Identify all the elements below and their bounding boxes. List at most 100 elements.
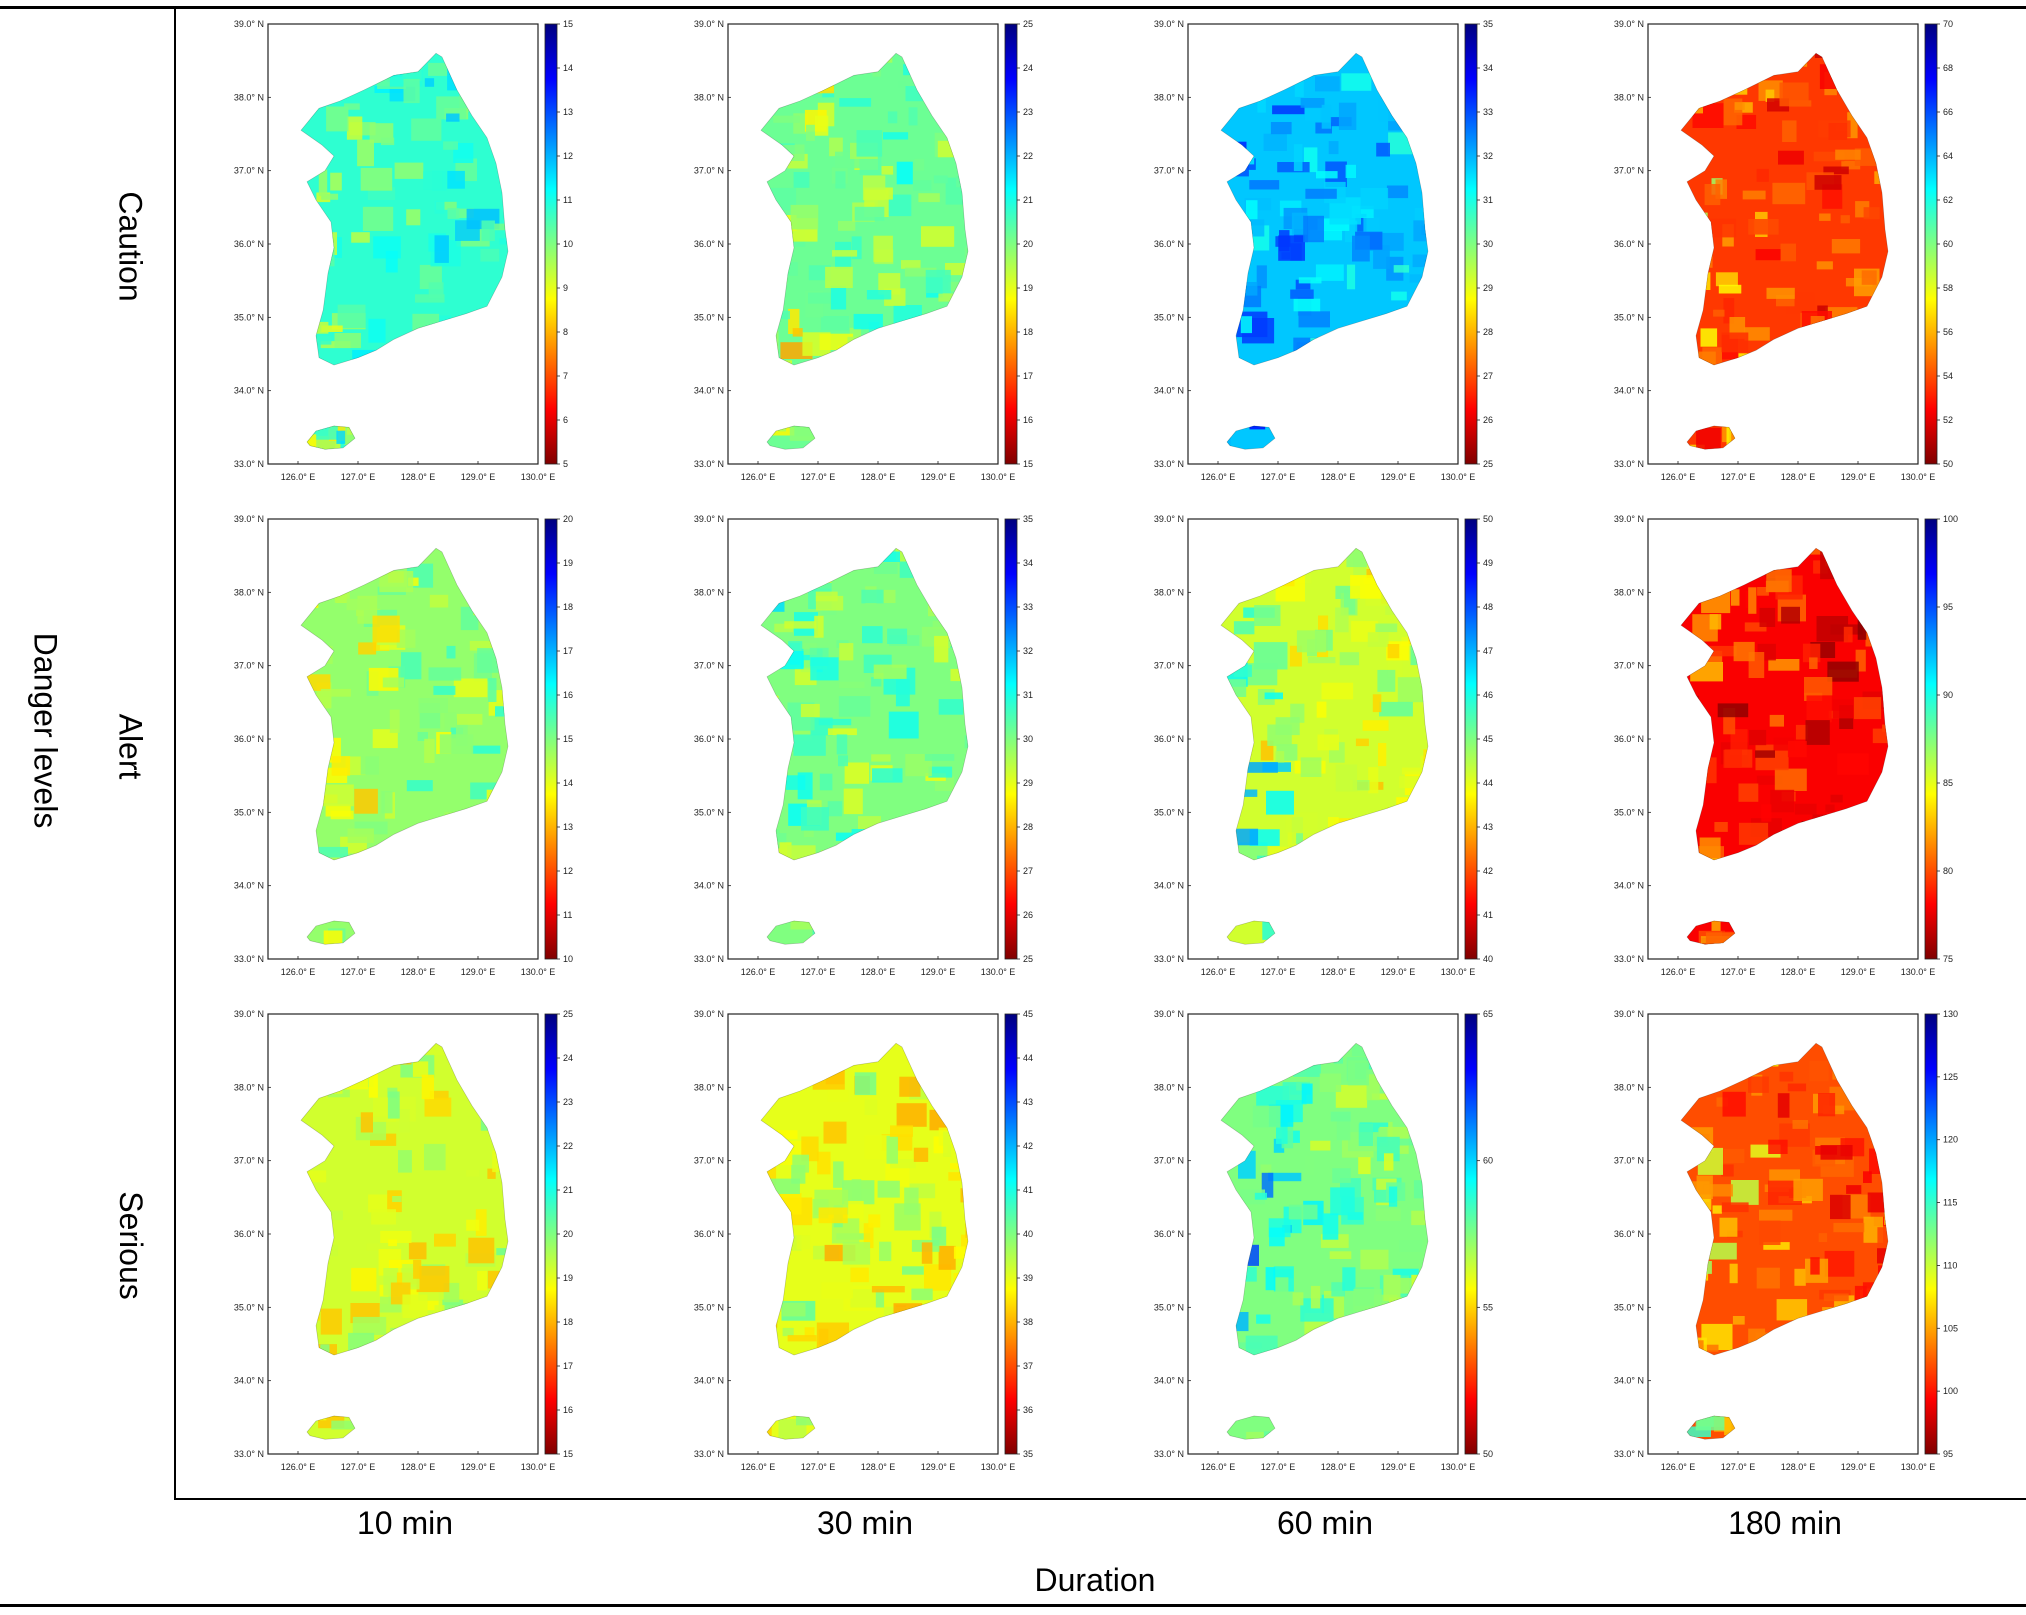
map-panel-alert-10min: 39.0° N 38.0° N 37.0° N 36.0° N 35.0° N 34.0°… — [220, 507, 670, 997]
lat-tick-label: 35.0° N — [1614, 312, 1644, 322]
colorbar-tick-label: 35 — [1483, 19, 1493, 29]
lat-tick-label: 38.0° N — [1154, 1082, 1184, 1092]
lon-tick-label: 128.0° E — [1781, 472, 1816, 482]
colorbar-tick-label: 29 — [1483, 283, 1493, 293]
colorbar-tick-label: 12 — [563, 866, 573, 876]
colorbar-tick-label: 100 — [1943, 1386, 1958, 1396]
lat-tick-label: 36.0° N — [1614, 734, 1644, 744]
colorbar-tick-label: 19 — [563, 558, 573, 568]
colorbar-tick-label: 40 — [1023, 1229, 1033, 1239]
lat-tick-label: 34.0° N — [1614, 881, 1644, 891]
lon-tick-label: 130.0° E — [981, 967, 1016, 977]
lon-tick-label: 127.0° E — [1261, 1462, 1296, 1472]
colorbar-tick-label: 20 — [563, 514, 573, 524]
lat-tick-label: 35.0° N — [694, 312, 724, 322]
map-panel-caution-60min: 39.0° N 38.0° N 37.0° N 36.0° N 35.0° N 34.0°… — [1140, 12, 1590, 502]
colorbar-tick-label: 33 — [1483, 107, 1493, 117]
colorbar-tick-label: 50 — [1483, 514, 1493, 524]
colorbar-tick-label: 44 — [1483, 778, 1493, 788]
lon-tick-label: 127.0° E — [801, 1462, 836, 1472]
colorbar-tick-label: 46 — [1483, 690, 1493, 700]
colorbar-tick-label: 16 — [563, 690, 573, 700]
lat-tick-label: 39.0° N — [1614, 19, 1644, 29]
lat-tick-label: 39.0° N — [1614, 1009, 1644, 1019]
lat-tick-label: 34.0° N — [694, 386, 724, 396]
lat-tick-label: 33.0° N — [1154, 1449, 1184, 1459]
lon-tick-label: 129.0° E — [461, 472, 496, 482]
lon-tick-label: 129.0° E — [1381, 1462, 1416, 1472]
colorbar-tick-label: 65 — [1483, 1009, 1493, 1019]
lat-tick-label: 38.0° N — [694, 92, 724, 102]
lat-tick-label: 39.0° N — [1154, 19, 1184, 29]
colorbar-tick-label: 50 — [1943, 459, 1953, 469]
colorbar-tick-label: 110 — [1943, 1260, 1957, 1270]
lat-tick-label: 39.0° N — [694, 19, 724, 29]
colorbar-tick-label: 34 — [1023, 558, 1033, 568]
lat-tick-label: 34.0° N — [1614, 386, 1644, 396]
colorbar-tick-label: 22 — [1023, 151, 1033, 161]
map-svg: 39.0° N 38.0° N 37.0° N 36.0° N 35.0° N 34.0°… — [694, 514, 1033, 977]
lon-tick-label: 130.0° E — [521, 967, 556, 977]
colorbar-tick-label: 23 — [1023, 107, 1033, 117]
colorbar-tick-label: 21 — [1023, 195, 1033, 205]
colorbar-tick-label: 15 — [1023, 459, 1033, 469]
colorbar-tick-label: 30 — [1483, 239, 1493, 249]
colorbar-tick-label: 25 — [563, 1009, 573, 1019]
lat-tick-label: 35.0° N — [234, 312, 264, 322]
lon-tick-label: 130.0° E — [1441, 967, 1476, 977]
lat-tick-label: 37.0° N — [1154, 661, 1184, 671]
colorbar-tick-label: 60 — [1943, 239, 1953, 249]
lat-tick-label: 38.0° N — [1154, 92, 1184, 102]
lon-tick-label: 129.0° E — [921, 967, 956, 977]
lat-tick-label: 39.0° N — [694, 514, 724, 524]
lat-tick-label: 34.0° N — [234, 881, 264, 891]
colorbar — [544, 1013, 558, 1455]
lon-tick-label: 126.0° E — [1661, 1462, 1696, 1472]
colorbar-tick-label: 41 — [1023, 1185, 1033, 1195]
lat-tick-label: 38.0° N — [234, 587, 264, 597]
lon-tick-label: 129.0° E — [1841, 967, 1876, 977]
colorbar-tick-label: 48 — [1483, 602, 1493, 612]
colorbar-tick-label: 20 — [1023, 239, 1033, 249]
map-svg: 39.0° N 38.0° N 37.0° N 36.0° N 35.0° N 34.0°… — [234, 19, 573, 482]
lon-tick-label: 130.0° E — [1901, 1462, 1936, 1472]
lat-tick-label: 36.0° N — [1154, 1229, 1184, 1239]
colorbar-tick-label: 66 — [1943, 107, 1953, 117]
lat-tick-label: 39.0° N — [234, 514, 264, 524]
lon-tick-label: 128.0° E — [1321, 1462, 1356, 1472]
map-svg: 39.0° N 38.0° N 37.0° N 36.0° N 35.0° N 34.0°… — [1614, 19, 1953, 482]
colorbar — [544, 23, 558, 465]
colorbar-tick-label: 56 — [1943, 327, 1953, 337]
lat-tick-label: 33.0° N — [234, 954, 264, 964]
colorbar-tick-label: 18 — [1023, 327, 1033, 337]
colorbar — [1464, 518, 1478, 960]
colorbar-tick-label: 22 — [563, 1141, 573, 1151]
lon-tick-label: 128.0° E — [861, 967, 896, 977]
lat-tick-label: 39.0° N — [234, 19, 264, 29]
lat-tick-label: 35.0° N — [694, 807, 724, 817]
lat-tick-label: 39.0° N — [1154, 1009, 1184, 1019]
lat-tick-label: 37.0° N — [694, 166, 724, 176]
lon-tick-label: 128.0° E — [861, 472, 896, 482]
y-axis-title: Danger levels — [27, 632, 64, 828]
map-svg: 39.0° N 38.0° N 37.0° N 36.0° N 35.0° N 34.0°… — [694, 19, 1033, 482]
lat-tick-label: 34.0° N — [694, 1376, 724, 1386]
lat-tick-label: 35.0° N — [234, 1302, 264, 1312]
map-svg: 39.0° N 38.0° N 37.0° N 36.0° N 35.0° N 34.0°… — [234, 1009, 573, 1472]
colorbar — [1004, 23, 1018, 465]
colorbar-tick-label: 7 — [563, 371, 568, 381]
lat-tick-label: 34.0° N — [1154, 881, 1184, 891]
map-panel-caution-10min: 39.0° N 38.0° N 37.0° N 36.0° N 35.0° N 34.0°… — [220, 12, 670, 502]
colorbar-tick-label: 17 — [563, 1361, 573, 1371]
colorbar-tick-label: 32 — [1023, 646, 1033, 656]
colorbar-tick-label: 21 — [563, 1185, 573, 1195]
colorbar-tick-label: 52 — [1943, 415, 1953, 425]
lon-tick-label: 130.0° E — [1901, 967, 1936, 977]
map-panel-alert-180min: 39.0° N 38.0° N 37.0° N 36.0° N 35.0° N 34.0°… — [1600, 507, 2026, 997]
lat-tick-label: 37.0° N — [1154, 166, 1184, 176]
lon-tick-label: 130.0° E — [1441, 1462, 1476, 1472]
colorbar — [544, 518, 558, 960]
lon-tick-label: 129.0° E — [461, 967, 496, 977]
colorbar-tick-label: 14 — [563, 778, 573, 788]
colorbar — [1004, 1013, 1018, 1455]
